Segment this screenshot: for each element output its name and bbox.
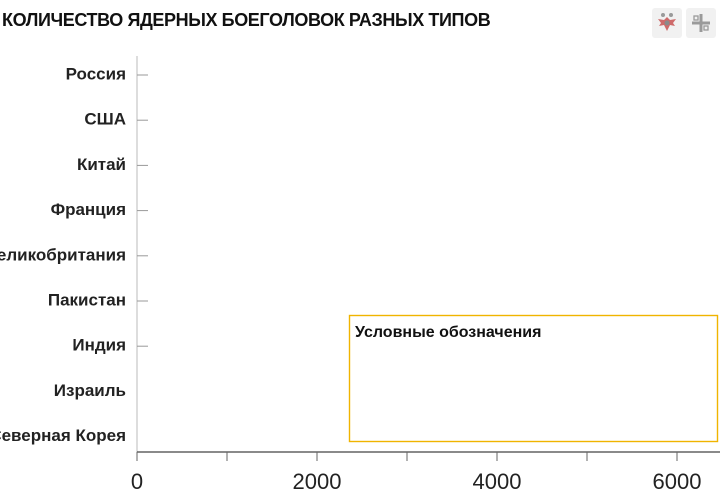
legend-title: Условные обозначения [355,324,541,341]
category-label: Китай [77,155,126,174]
eagle-emblem-icon[interactable] [652,8,682,38]
x-tick-label: 2000 [293,469,342,494]
header-icons [652,8,716,38]
legend: Условные обозначения [348,314,719,443]
x-tick-label: 6000 [653,469,702,494]
category-label: Пакистан [48,290,126,309]
category-label: Израиль [54,381,126,400]
chart-title: КОЛИЧЕСТВО ЯДЕРНЫХ БОЕГОЛОВОК РАЗНЫХ ТИП… [2,10,491,30]
category-label: Франция [51,200,126,219]
legend-box [348,314,719,443]
x-tick-label: 4000 [473,469,522,494]
x-axis-ticks: 0 2000 4000 6000 [131,452,702,494]
category-label: Индия [72,336,126,355]
category-label: Великобритания [0,245,126,264]
category-label: Россия [66,64,126,83]
category-label: Северная Корея [0,426,126,445]
category-labels: Россия США Китай Франция Великобритания Пакис… [0,64,148,445]
cross-emblem-icon[interactable] [686,8,716,38]
x-tick-label: 0 [131,469,143,494]
chart-axes [136,56,720,453]
category-label: США [84,110,126,129]
